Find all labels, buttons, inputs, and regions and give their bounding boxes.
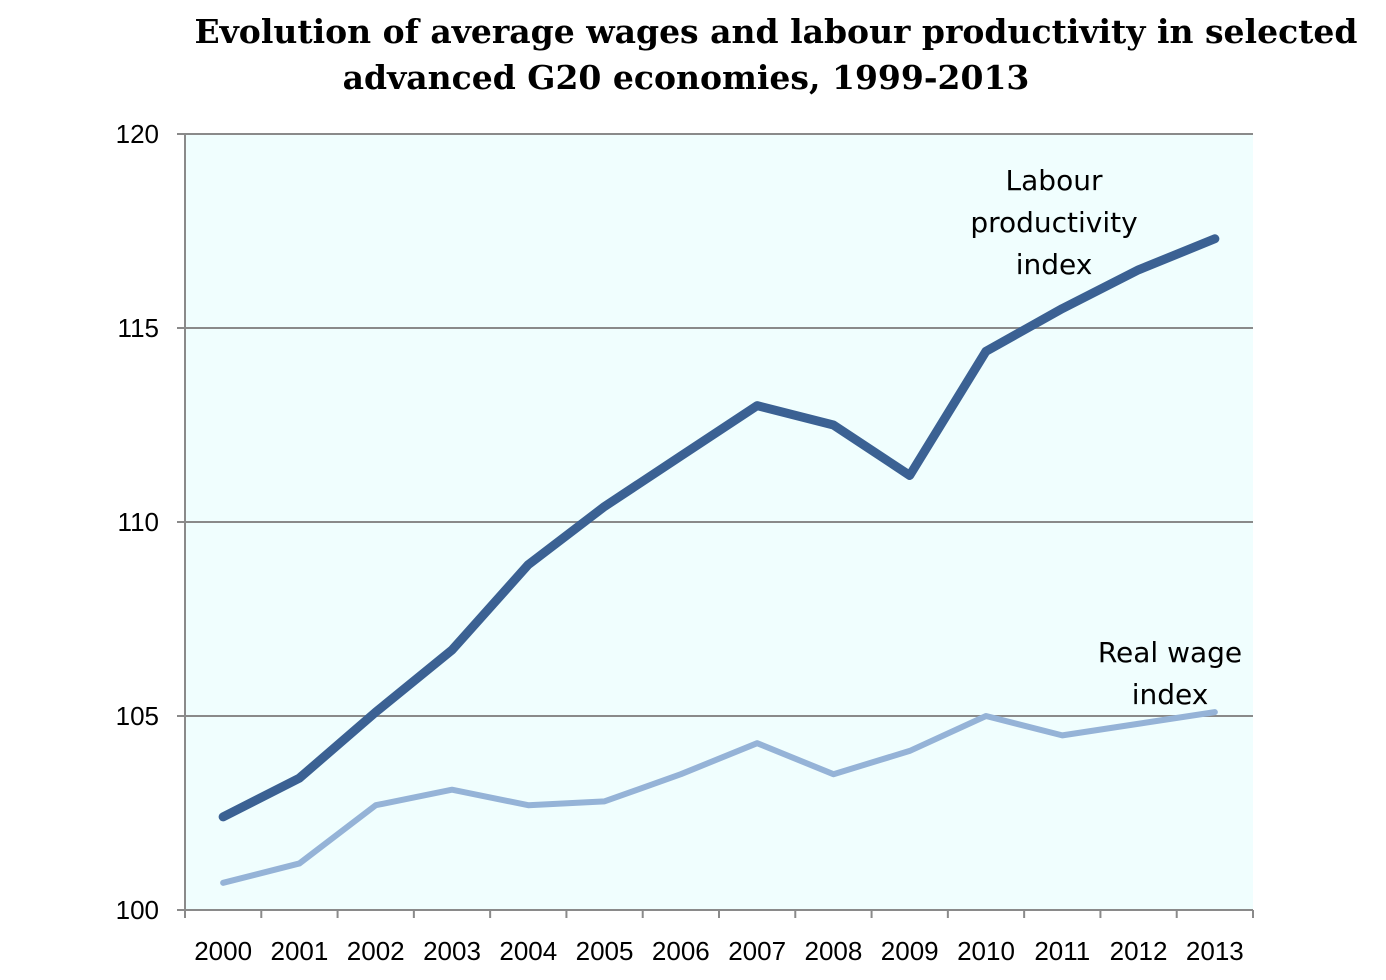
y-tick-label: 115: [118, 313, 159, 343]
x-tick-label: 2008: [805, 936, 863, 966]
series-line-0: [218, 234, 1220, 822]
series-label: Real wage: [1098, 636, 1242, 669]
chart-title-line-2: advanced G20 economies, 1999-2013: [343, 58, 1030, 97]
x-tick-label: 2001: [271, 936, 329, 966]
x-tick-label: 2012: [1110, 936, 1168, 966]
x-tick-label: 2011: [1034, 936, 1090, 966]
y-tick-label: 110: [118, 507, 159, 537]
series-line-1: [220, 709, 1218, 886]
series-label: index: [1132, 678, 1209, 711]
x-tick-label: 2002: [347, 936, 405, 966]
y-tick-label: 100: [116, 895, 159, 925]
x-tick-label: 2004: [499, 936, 557, 966]
x-tick-label: 2013: [1186, 936, 1244, 966]
series-label: Labour: [1006, 164, 1103, 197]
series-label: index: [1016, 248, 1093, 281]
x-tick-label: 2006: [652, 936, 710, 966]
x-tick-label: 2009: [881, 936, 939, 966]
x-tick-label: 2007: [728, 936, 786, 966]
y-tick-label: 120: [116, 119, 159, 149]
x-tick-label: 2003: [423, 936, 481, 966]
x-tick-label: 2005: [576, 936, 634, 966]
y-tick-label: 105: [116, 701, 159, 731]
series-label: productivity: [970, 206, 1137, 239]
x-tick-label: 2000: [194, 936, 252, 966]
chart-title-line-1: Evolution of average wages and labour pr…: [194, 12, 1357, 51]
x-tick-label: 2010: [957, 936, 1015, 966]
